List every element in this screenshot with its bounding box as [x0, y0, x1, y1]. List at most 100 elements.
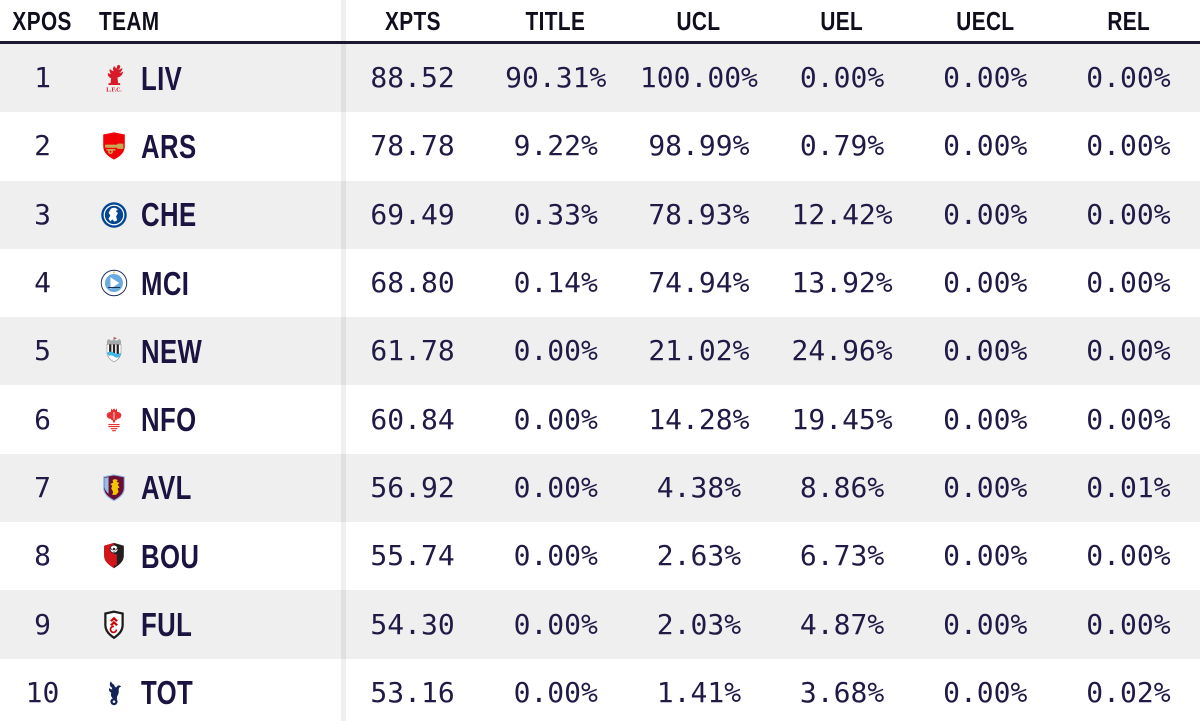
- uel-prob-cell: 6.73%: [799, 539, 885, 573]
- team-abbr: FUL: [141, 608, 193, 642]
- rel-prob-cell: 0.00%: [1086, 334, 1171, 368]
- xpos-cell: 2: [34, 129, 51, 163]
- title-prob-cell: 9.22%: [513, 129, 598, 163]
- title-prob-cell: 0.14%: [513, 266, 598, 300]
- title-prob-cell: 0.33%: [513, 197, 598, 231]
- uecl-prob-cell: 0.00%: [943, 266, 1028, 300]
- uecl-prob-cell: 0.00%: [943, 334, 1028, 368]
- xpos-cell: 6: [34, 402, 51, 436]
- column-header-ucl[interactable]: UCL: [676, 5, 721, 36]
- team-badge-icon: [99, 610, 129, 640]
- column-header-team[interactable]: TEAM: [99, 5, 160, 36]
- uel-prob-cell: 4.87%: [799, 607, 885, 641]
- team-badge-icon: [99, 336, 129, 366]
- rel-prob-cell: 0.00%: [1086, 266, 1171, 300]
- column-header-rel[interactable]: REL: [1107, 5, 1150, 36]
- team-cell: AVL: [85, 471, 341, 504]
- xpts-cell: 68.80: [370, 266, 455, 300]
- xpts-cell: 56.92: [370, 470, 455, 504]
- xpos-cell: 5: [34, 334, 51, 368]
- table-row[interactable]: 9 FUL 54.30 0.00% 2.03% 4.87% 0.00% 0.00…: [0, 590, 1200, 659]
- team-badge-icon: [99, 678, 129, 708]
- ucl-prob-cell: 98.99%: [648, 129, 750, 163]
- team-badge-icon: [99, 131, 129, 161]
- rel-prob-cell: 0.00%: [1086, 61, 1171, 95]
- xpts-cell: 69.49: [370, 197, 455, 231]
- team-abbr: TOT: [141, 676, 194, 710]
- table-row[interactable]: 8 BOU 55.74 0.00% 2.63% 6.73% 0.00% 0.00…: [0, 522, 1200, 591]
- team-cell: MCI: [85, 267, 341, 300]
- ucl-prob-cell: 78.93%: [648, 197, 750, 231]
- ucl-prob-cell: 2.63%: [656, 539, 742, 573]
- ucl-prob-cell: 74.94%: [648, 266, 750, 300]
- table-header-row: XPOS TEAM XPTS TITLE UCL UEL UECL REL: [0, 0, 1200, 44]
- uecl-prob-cell: 0.00%: [943, 607, 1028, 641]
- ucl-prob-cell: 21.02%: [648, 334, 750, 368]
- svg-text:L.F.C.: L.F.C.: [106, 88, 122, 93]
- xpts-cell: 78.78: [370, 129, 455, 163]
- column-header-uecl[interactable]: UECL: [956, 5, 1015, 36]
- team-abbr: CHE: [141, 198, 197, 232]
- table-row[interactable]: 4 MCI 68.80 0.14% 74.94% 13.92% 0.00% 0.…: [0, 248, 1200, 318]
- xpos-cell: 7: [34, 470, 51, 504]
- uel-prob-cell: 12.42%: [791, 197, 893, 231]
- uel-prob-cell: 19.45%: [791, 402, 893, 436]
- uecl-prob-cell: 0.00%: [943, 470, 1028, 504]
- uel-prob-cell: 0.79%: [799, 129, 885, 163]
- team-badge-icon: [99, 200, 129, 230]
- team-cell: ARS: [85, 130, 341, 163]
- team-cell: L.F.C. LIV: [85, 62, 341, 95]
- title-prob-cell: 0.00%: [513, 607, 598, 641]
- team-cell: TOT: [85, 676, 341, 709]
- uecl-prob-cell: 0.00%: [943, 539, 1028, 573]
- table-row[interactable]: 7 AVL 56.92 0.00% 4.38% 8.86% 0.00% 0.01…: [0, 453, 1200, 523]
- uel-prob-cell: 8.86%: [799, 470, 885, 504]
- xpts-cell: 53.16: [370, 675, 455, 709]
- team-abbr: LIV: [141, 61, 183, 95]
- team-badge-icon: L.F.C.: [99, 63, 129, 93]
- column-header-uel[interactable]: UEL: [820, 5, 864, 36]
- table-row[interactable]: 1 L.F.C. LIV 88.52 90.31% 100.00% 0.00% …: [0, 44, 1200, 113]
- column-header-xpts[interactable]: XPTS: [384, 5, 441, 36]
- column-header-xpos[interactable]: XPOS: [12, 5, 73, 36]
- table-row[interactable]: 2 ARS 78.78 9.22% 98.99% 0.79% 0.00% 0.0…: [0, 112, 1200, 181]
- xpts-cell: 55.74: [370, 539, 455, 573]
- team-abbr: ARS: [141, 129, 197, 163]
- uel-prob-cell: 3.68%: [799, 675, 885, 709]
- uecl-prob-cell: 0.00%: [943, 61, 1028, 95]
- title-prob-cell: 0.00%: [513, 539, 598, 573]
- ucl-prob-cell: 4.38%: [656, 470, 742, 504]
- xpos-cell: 1: [34, 61, 51, 95]
- rel-prob-cell: 0.01%: [1086, 470, 1171, 504]
- uel-prob-cell: 13.92%: [791, 266, 893, 300]
- team-abbr: NFO: [141, 403, 197, 437]
- xpts-cell: 88.52: [370, 61, 455, 95]
- team-abbr: AVL: [141, 471, 192, 505]
- column-header-title[interactable]: TITLE: [525, 5, 586, 36]
- rel-prob-cell: 0.00%: [1086, 607, 1171, 641]
- table-row[interactable]: 5 NEW 61.78 0.00% 21.02% 24.96% 0.00% 0.…: [0, 317, 1200, 386]
- uecl-prob-cell: 0.00%: [943, 675, 1028, 709]
- title-prob-cell: 0.00%: [513, 675, 598, 709]
- team-badge-icon: [99, 541, 129, 571]
- table-row[interactable]: 3 CHE 69.49 0.33% 78.93% 12.42% 0.00% 0.…: [0, 180, 1200, 249]
- team-badge-icon: [99, 473, 129, 503]
- table-row[interactable]: 6 NFO 60.84 0.00% 14.28% 19.45% 0.00% 0.…: [0, 385, 1200, 454]
- title-prob-cell: 90.31%: [505, 61, 607, 95]
- rel-prob-cell: 0.00%: [1086, 129, 1171, 163]
- uecl-prob-cell: 0.00%: [943, 197, 1028, 231]
- ucl-prob-cell: 2.03%: [656, 607, 742, 641]
- team-abbr: NEW: [141, 334, 203, 368]
- team-cell: NEW: [85, 335, 341, 368]
- team-badge-icon: [99, 405, 129, 435]
- xpts-cell: 54.30: [370, 607, 455, 641]
- xpos-cell: 3: [34, 197, 51, 231]
- table-row[interactable]: 10 TOT 53.16 0.00% 1.41% 3.68% 0.00% 0.0…: [0, 658, 1200, 721]
- title-prob-cell: 0.00%: [513, 402, 598, 436]
- rel-prob-cell: 0.00%: [1086, 539, 1171, 573]
- team-badge-icon: [99, 268, 129, 298]
- xpos-cell: 10: [25, 675, 60, 709]
- uecl-prob-cell: 0.00%: [943, 402, 1028, 436]
- xpts-cell: 61.78: [370, 334, 455, 368]
